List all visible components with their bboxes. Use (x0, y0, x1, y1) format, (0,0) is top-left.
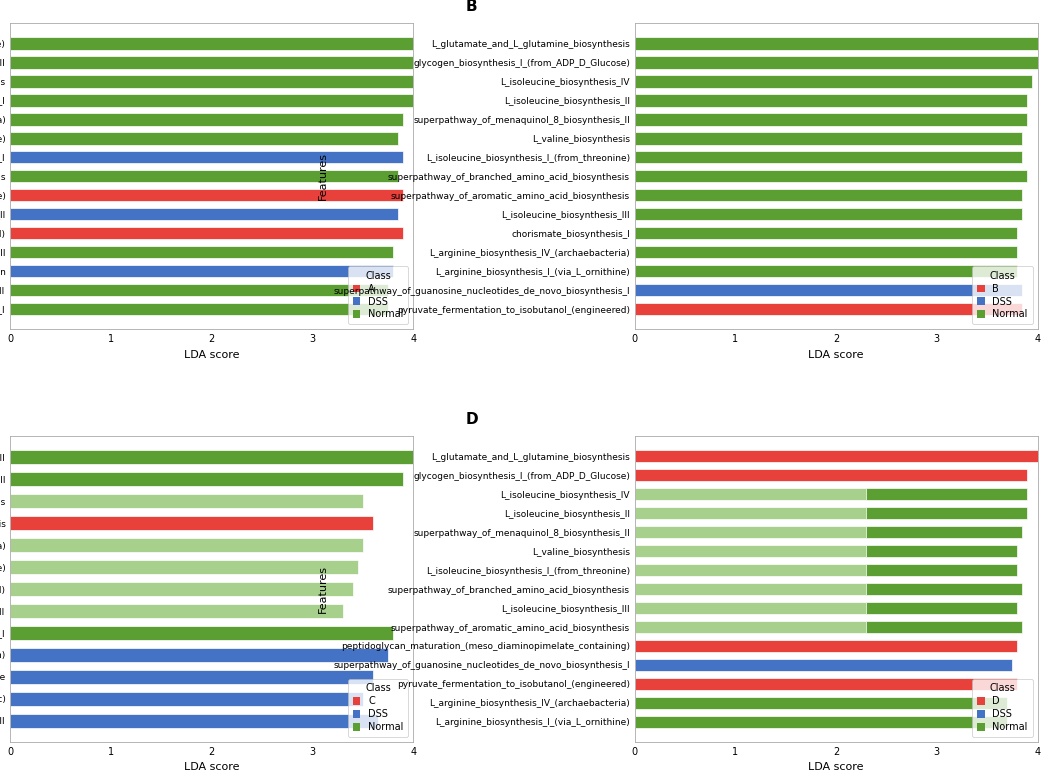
Bar (635, 640, 1018, 652)
Bar (10, 284, 388, 296)
X-axis label: LDA score: LDA score (808, 350, 864, 359)
Bar (635, 697, 1007, 709)
Bar (10, 152, 403, 163)
Y-axis label: Features: Features (318, 152, 328, 200)
Bar (635, 469, 1027, 481)
Bar (10, 170, 398, 183)
Bar (635, 56, 1038, 69)
Bar (635, 507, 1027, 519)
Bar (867, 526, 1023, 538)
Bar (10, 75, 413, 87)
Bar (635, 450, 1038, 462)
Bar (867, 583, 1023, 595)
Bar (10, 648, 388, 662)
Bar (635, 545, 1018, 558)
Bar (635, 246, 1018, 259)
Bar (10, 37, 413, 50)
X-axis label: LDA score: LDA score (184, 762, 240, 772)
Bar (635, 95, 1027, 106)
Bar (10, 189, 403, 201)
Bar (10, 670, 373, 684)
Bar (635, 621, 1023, 633)
Bar (10, 714, 378, 728)
Bar (635, 488, 1027, 501)
Bar (635, 132, 1023, 144)
Text: D: D (465, 412, 478, 427)
Bar (10, 113, 403, 126)
Bar (635, 227, 1018, 240)
Bar (10, 582, 353, 596)
Bar (635, 265, 1018, 277)
Bar (867, 545, 1018, 558)
Bar (635, 715, 1007, 728)
Bar (10, 56, 413, 69)
Bar (10, 472, 403, 487)
Bar (10, 604, 343, 619)
Bar (635, 37, 1038, 50)
Bar (10, 132, 398, 144)
Bar (10, 246, 393, 259)
Bar (867, 621, 1023, 633)
Bar (10, 227, 403, 240)
Bar (635, 659, 1012, 671)
Legend: B, DSS, Normal: B, DSS, Normal (971, 266, 1032, 324)
Bar (10, 560, 357, 574)
Bar (635, 284, 1023, 296)
Bar (10, 95, 413, 106)
Bar (867, 564, 1018, 576)
Bar (10, 450, 413, 465)
Bar (10, 692, 363, 706)
Bar (635, 170, 1027, 183)
Bar (635, 583, 1023, 595)
Bar (635, 526, 1023, 538)
Bar (635, 189, 1023, 201)
X-axis label: LDA score: LDA score (184, 350, 240, 359)
Bar (635, 113, 1027, 126)
Legend: A, DSS, Normal: A, DSS, Normal (348, 266, 409, 324)
Bar (10, 208, 398, 220)
Bar (10, 303, 388, 316)
Bar (635, 75, 1032, 87)
Legend: D, DSS, Normal: D, DSS, Normal (971, 679, 1032, 737)
Y-axis label: Features: Features (318, 565, 328, 613)
Bar (867, 507, 1027, 519)
Bar (867, 488, 1027, 501)
Bar (635, 564, 1018, 576)
X-axis label: LDA score: LDA score (808, 762, 864, 772)
Bar (867, 602, 1018, 614)
Bar (635, 152, 1023, 163)
Bar (635, 602, 1018, 614)
Bar (635, 678, 1018, 690)
Bar (10, 494, 363, 508)
Bar (10, 538, 363, 552)
Text: B: B (465, 0, 477, 14)
Bar (10, 626, 393, 640)
Legend: C, DSS, Normal: C, DSS, Normal (348, 679, 409, 737)
Bar (635, 208, 1023, 220)
Bar (10, 516, 373, 530)
Bar (10, 265, 393, 277)
Bar (635, 303, 1023, 316)
